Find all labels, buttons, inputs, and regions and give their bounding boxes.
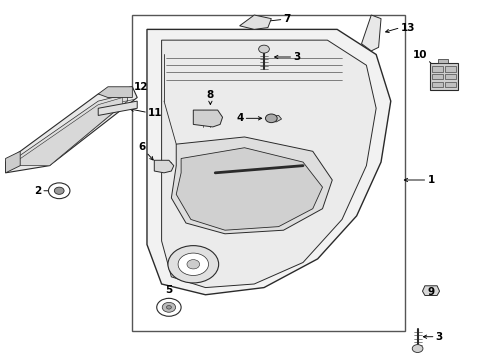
Polygon shape	[176, 148, 322, 230]
Text: 9: 9	[427, 287, 434, 297]
Polygon shape	[5, 87, 137, 173]
Text: 12: 12	[133, 82, 147, 93]
Bar	[445, 66, 455, 72]
Circle shape	[48, 183, 70, 199]
Bar	[431, 82, 442, 87]
Text: 11: 11	[148, 108, 162, 118]
Circle shape	[411, 345, 422, 352]
Polygon shape	[193, 110, 222, 127]
Polygon shape	[161, 40, 375, 288]
Text: 2: 2	[34, 186, 41, 196]
Bar	[431, 66, 442, 72]
Polygon shape	[361, 15, 380, 51]
Polygon shape	[239, 15, 271, 30]
Bar	[132, 15, 405, 330]
Circle shape	[167, 246, 218, 283]
Text: 3: 3	[293, 52, 300, 62]
Polygon shape	[5, 151, 20, 173]
Text: 10: 10	[412, 50, 427, 60]
Circle shape	[258, 45, 269, 53]
Polygon shape	[98, 87, 132, 98]
Polygon shape	[10, 94, 127, 166]
Text: 13: 13	[400, 23, 414, 33]
Polygon shape	[147, 30, 390, 295]
Circle shape	[157, 298, 181, 316]
Circle shape	[162, 302, 175, 312]
Bar	[437, 59, 447, 63]
Text: 4: 4	[236, 113, 243, 123]
Polygon shape	[15, 98, 122, 166]
Bar	[445, 74, 455, 80]
Text: 7: 7	[283, 14, 290, 24]
Circle shape	[178, 253, 208, 275]
Polygon shape	[266, 116, 281, 122]
Text: 1: 1	[427, 175, 434, 185]
Text: 3: 3	[435, 332, 442, 342]
Polygon shape	[422, 286, 439, 296]
Circle shape	[54, 187, 64, 194]
Polygon shape	[98, 101, 137, 116]
Polygon shape	[154, 160, 173, 173]
Polygon shape	[171, 137, 331, 234]
Text: 5: 5	[165, 285, 172, 296]
Bar	[445, 82, 455, 87]
Circle shape	[166, 306, 171, 309]
Text: 8: 8	[206, 90, 214, 100]
Bar	[431, 74, 442, 80]
Circle shape	[186, 260, 199, 269]
Circle shape	[265, 114, 277, 123]
Text: 6: 6	[139, 142, 146, 152]
Bar	[429, 63, 457, 90]
